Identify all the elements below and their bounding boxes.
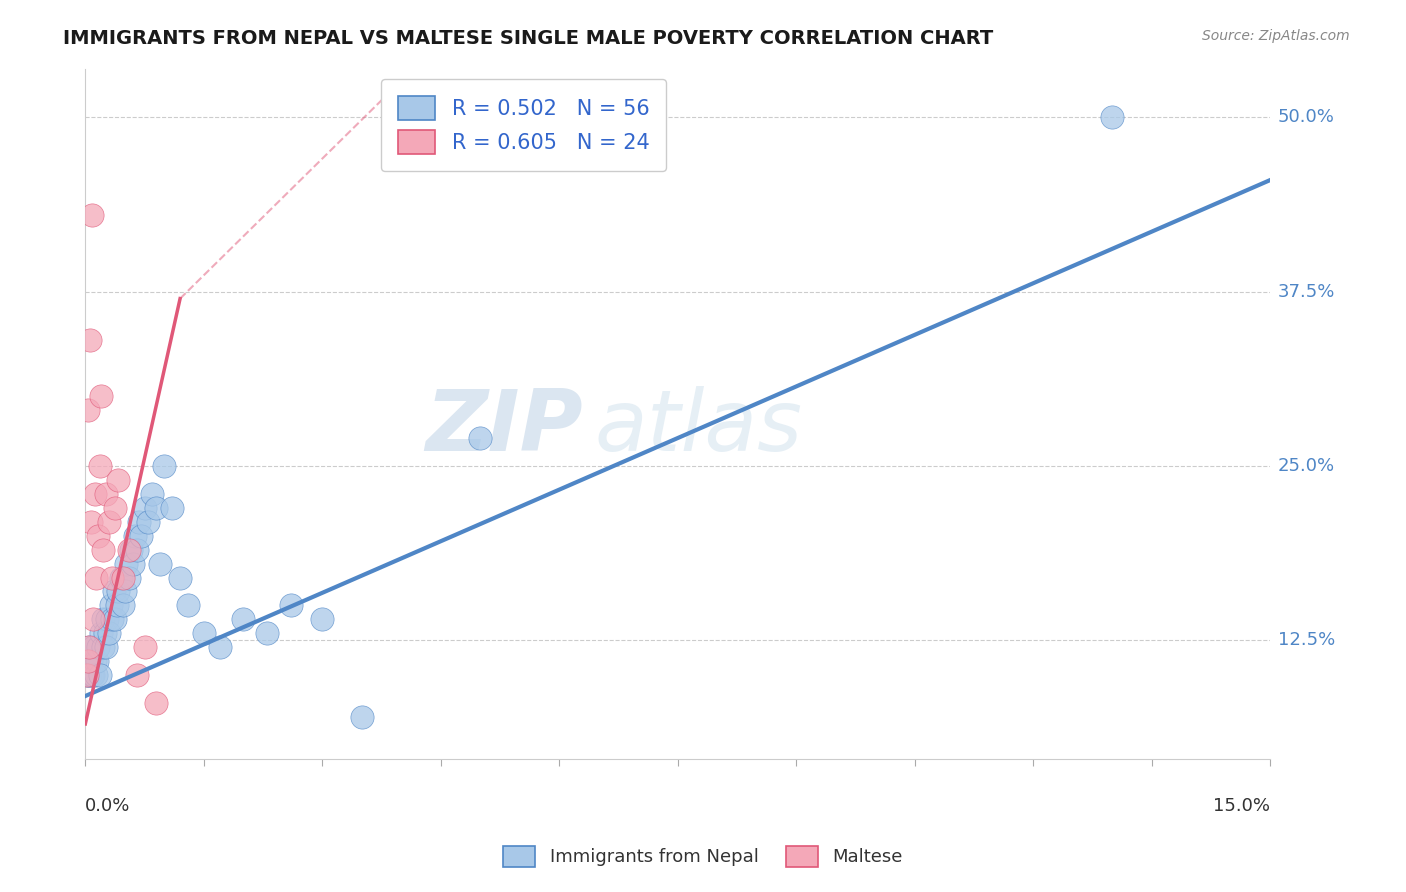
Text: 15.0%: 15.0% [1213,797,1270,814]
Point [118,542,141,557]
Point [112,599,135,613]
Point [232,612,254,626]
Point [208,640,231,655]
Point [149,557,172,571]
Point [103,584,125,599]
Point [77,640,100,655]
Point [79,668,101,682]
Text: Source: ZipAtlas.com: Source: ZipAtlas.com [1202,29,1350,43]
Point [112,570,135,584]
Point [91,640,114,655]
Point [145,500,167,515]
Point [105,599,128,613]
Point [83,654,105,668]
Point [77,403,100,417]
Point [87,640,110,655]
Legend: Immigrants from Nepal, Maltese: Immigrants from Nepal, Maltese [496,838,910,874]
Point [76,654,98,668]
Point [80,208,103,222]
Point [98,626,121,640]
Point [84,668,107,682]
Text: 37.5%: 37.5% [1278,283,1336,301]
Point [80,654,103,668]
Point [193,626,215,640]
Point [96,612,118,626]
Point [160,500,183,515]
Text: atlas: atlas [595,386,803,469]
Point [145,696,167,710]
Point [107,473,129,487]
Point [120,542,142,557]
Point [93,542,115,557]
Point [77,640,100,655]
Point [82,668,104,682]
Point [80,668,103,682]
Point [470,431,492,445]
Point [177,599,200,613]
Point [280,599,302,613]
Point [76,668,98,682]
Text: 25.0%: 25.0% [1278,457,1336,475]
Point [256,626,278,640]
Point [94,487,117,501]
Point [169,570,191,584]
Point [114,584,136,599]
Text: 50.0%: 50.0% [1278,108,1334,127]
Point [107,584,129,599]
Point [79,334,101,348]
Point [153,458,176,473]
Point [89,458,111,473]
Point [86,654,108,668]
Point [115,557,138,571]
Point [128,515,150,529]
Point [82,612,104,626]
Point [80,515,103,529]
Point [121,557,143,571]
Point [83,487,105,501]
Point [129,529,152,543]
Point [90,626,112,640]
Text: ZIP: ZIP [425,386,583,469]
Point [101,612,124,626]
Point [138,515,160,529]
Point [86,570,108,584]
Point [90,389,112,403]
Text: 0.0%: 0.0% [86,797,131,814]
Point [76,654,98,668]
Point [104,500,127,515]
Point [118,570,141,584]
Point [94,626,117,640]
Point [89,668,111,682]
Point [76,668,98,682]
Point [125,542,148,557]
Point [77,668,100,682]
Text: 12.5%: 12.5% [1278,632,1336,649]
Point [98,515,121,529]
Point [100,599,122,613]
Point [141,487,163,501]
Legend: R = 0.502   N = 56, R = 0.605   N = 24: R = 0.502 N = 56, R = 0.605 N = 24 [381,78,666,170]
Point [101,570,124,584]
Point [87,529,110,543]
Point [350,710,373,724]
Point [125,668,148,682]
Point [124,529,146,543]
Point [82,640,104,655]
Text: IMMIGRANTS FROM NEPAL VS MALTESE SINGLE MALE POVERTY CORRELATION CHART: IMMIGRANTS FROM NEPAL VS MALTESE SINGLE … [63,29,994,47]
Point [94,640,117,655]
Point [1101,111,1123,125]
Point [311,612,333,626]
Point [134,500,156,515]
Point [104,612,127,626]
Point [134,640,156,655]
Point [93,612,115,626]
Point [110,570,132,584]
